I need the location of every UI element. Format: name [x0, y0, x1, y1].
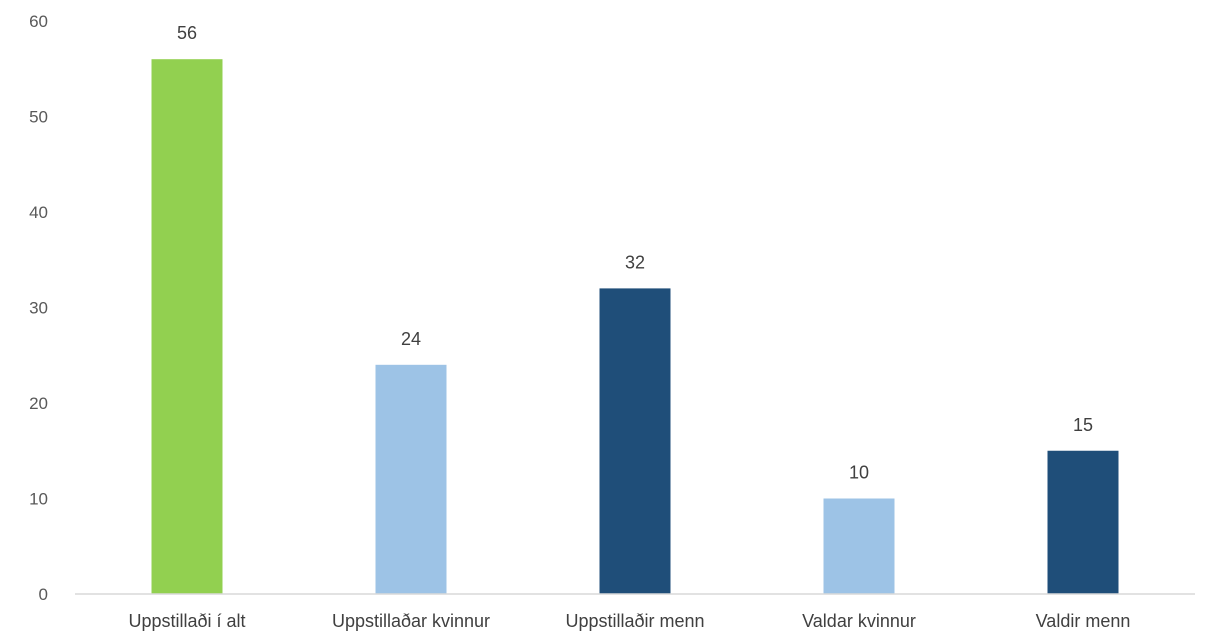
data-label: 32 — [625, 252, 645, 272]
y-tick-label: 10 — [29, 490, 48, 509]
x-category-label: Uppstillaði í alt — [128, 611, 245, 631]
data-label: 15 — [1073, 415, 1093, 435]
data-label: 10 — [849, 463, 869, 483]
y-tick-label: 0 — [39, 585, 48, 604]
y-tick-label: 40 — [29, 203, 48, 222]
bar — [823, 498, 895, 594]
x-category-label: Valdir menn — [1036, 611, 1131, 631]
bar — [599, 288, 671, 594]
y-tick-label: 20 — [29, 394, 48, 413]
y-axis-tick-labels: 0 10 20 30 40 50 60 — [29, 12, 48, 604]
x-category-label: Uppstillaðar kvinnur — [332, 611, 490, 631]
data-label: 24 — [401, 329, 421, 349]
data-label: 56 — [177, 23, 197, 43]
data-labels-group: 56 24 32 10 15 — [177, 23, 1093, 482]
x-category-label: Uppstillaðir menn — [565, 611, 704, 631]
y-tick-label: 50 — [29, 108, 48, 127]
bars-group — [151, 59, 1119, 594]
bar — [375, 364, 447, 594]
y-tick-label: 60 — [29, 12, 48, 31]
bar — [151, 59, 223, 594]
x-axis-category-labels: Uppstillaði í alt Uppstillaðar kvinnur Upp… — [128, 611, 1130, 631]
y-tick-label: 30 — [29, 299, 48, 318]
bar — [1047, 450, 1119, 594]
x-category-label: Valdar kvinnur — [802, 611, 916, 631]
